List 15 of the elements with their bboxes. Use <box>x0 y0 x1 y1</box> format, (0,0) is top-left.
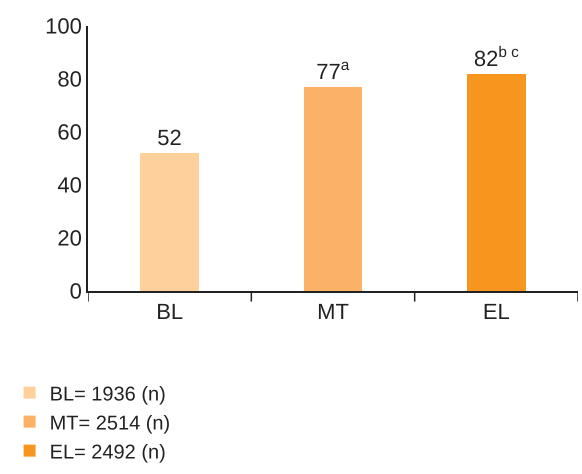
y-tick-label: 80 <box>57 66 82 92</box>
data-label: 52 <box>157 125 182 150</box>
y-tick-label: 40 <box>57 172 82 198</box>
data-label: 77$^{a}$ <box>316 56 350 84</box>
y-tick-label: 100 <box>45 14 82 39</box>
x-tick-label: BL <box>156 299 184 324</box>
x-tick-label: MT <box>317 299 349 324</box>
y-tick-label: 0 <box>70 278 82 304</box>
legend-label: BL= 1936 (n) <box>50 383 166 406</box>
data-label: 82$^{b c}$ <box>474 44 520 71</box>
legend-label: MT= 2514 (n) <box>50 412 170 434</box>
y-tick-label: 20 <box>57 226 82 251</box>
y-tick-label: 60 <box>57 120 82 145</box>
x-tick-label: EL <box>482 299 510 324</box>
legend-label: EL= 2492 (n) <box>50 441 166 464</box>
